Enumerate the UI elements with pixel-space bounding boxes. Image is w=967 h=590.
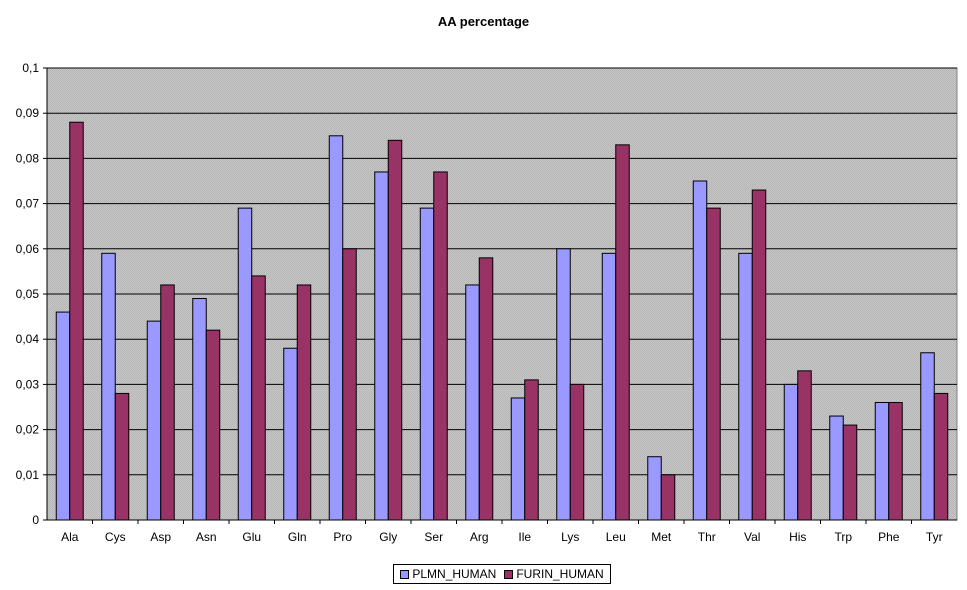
x-tick-label: Leu: [606, 530, 626, 544]
legend-label-furin: FURIN_HUMAN: [516, 567, 604, 581]
bar-furin-human-tyr: [933, 392, 949, 521]
x-tick-label: Gln: [288, 530, 307, 544]
x-tick-label: Gly: [379, 530, 397, 544]
legend-swatch-furin: [504, 569, 514, 579]
bars: [55, 121, 949, 521]
y-tick-label: 0,04: [16, 332, 40, 346]
bar-plmn-human-lys: [556, 248, 571, 521]
bar-furin-human-lys: [569, 383, 585, 521]
y-tick-label: 0,1: [22, 61, 39, 75]
bar-furin-human-met: [660, 474, 676, 521]
bar-furin-human-pro: [342, 248, 357, 521]
y-tick-label: 0,09: [16, 106, 40, 120]
y-tick-label: 0,03: [16, 377, 40, 391]
x-tick-label: Ile: [518, 530, 531, 544]
x-tick-label: Asp: [150, 530, 171, 544]
x-tick-labels: Ala Cys Asp Asn Glu Gln Pro Gly Ser Arg Ile Lys Leu M…: [61, 530, 943, 544]
x-tick-label: Ser: [424, 530, 443, 544]
bar-plmn-human-ser: [419, 207, 435, 521]
y-tick-label: 0,06: [16, 242, 40, 256]
x-tick-label: Met: [651, 530, 672, 544]
bar-furin-human-ile: [524, 379, 539, 521]
y-tick-label: 0: [32, 513, 39, 527]
bar-furin-human-gln: [296, 284, 312, 521]
bar-furin-human-arg: [478, 257, 494, 521]
x-tick-label: Phe: [878, 530, 900, 544]
bar-furin-human-ala: [69, 121, 84, 521]
x-tick-label: Val: [744, 530, 760, 544]
bar-furin-human-thr: [706, 207, 721, 521]
x-tick-label: Cys: [105, 530, 126, 544]
x-tick-label: Glu: [242, 530, 261, 544]
y-tick-label: 0,02: [16, 423, 40, 437]
bar-plmn-human-pro: [328, 135, 344, 521]
y-tick-labels: 0 0,01 0,02 0,03 0,04 0,05 0,06 0,07 0,08 0,09 0,1: [16, 61, 40, 527]
bar-plmn-human-his: [783, 383, 799, 521]
chart-title: AA percentage: [437, 14, 530, 29]
bar-plmn-human-leu: [601, 252, 617, 521]
bar-furin-human-val: [751, 189, 767, 521]
bar-furin-human-gly: [387, 139, 403, 521]
bar-plmn-human-gln: [283, 347, 298, 521]
bar-furin-human-trp: [842, 424, 858, 521]
x-tick-label: Pro: [333, 530, 352, 544]
legend-item-plmn: PLMN_HUMAN: [400, 567, 496, 581]
bar-plmn-human-arg: [465, 284, 480, 521]
bar-plmn-human-ala: [55, 311, 71, 521]
y-tick-label: 0,08: [16, 151, 40, 165]
x-tick-label: Trp: [834, 530, 852, 544]
bar-furin-human-asn: [205, 329, 221, 521]
y-tick-label: 0,01: [16, 468, 40, 482]
bar-plmn-human-thr: [692, 180, 708, 521]
bar-plmn-human-met: [647, 456, 662, 521]
y-tick-label: 0,07: [16, 197, 40, 211]
bar-plmn-human-phe: [874, 401, 890, 521]
bar-plmn-human-glu: [237, 207, 253, 521]
x-tick-label: Thr: [698, 530, 716, 544]
bar-furin-human-ser: [433, 171, 448, 521]
bar-plmn-human-trp: [829, 415, 844, 521]
bar-plmn-human-val: [738, 252, 753, 521]
bar-furin-human-leu: [615, 144, 630, 521]
bar-plmn-human-ile: [510, 397, 526, 521]
legend-label-plmn: PLMN_HUMAN: [412, 567, 497, 581]
x-tick-label: Lys: [561, 530, 579, 544]
x-tick-label: Arg: [470, 530, 489, 544]
bar-plmn-human-asn: [192, 298, 207, 521]
bar-furin-human-asp: [160, 284, 175, 521]
bar-plmn-human-asp: [146, 320, 162, 521]
bar-furin-human-his: [797, 370, 812, 521]
x-tick-label: Ala: [61, 530, 79, 544]
bar-plmn-human-gly: [374, 171, 389, 521]
axes: [46, 68, 957, 521]
bar-plmn-human-tyr: [920, 352, 935, 521]
bar-furin-human-phe: [888, 401, 903, 521]
bar-furin-human-cys: [114, 392, 130, 521]
legend: PLMN_HUMAN FURIN_HUMAN: [393, 564, 611, 584]
x-tick-label: His: [789, 530, 806, 544]
legend-item-furin: FURIN_HUMAN: [504, 567, 604, 581]
y-tick-label: 0,05: [16, 287, 40, 301]
bar-plmn-human-cys: [101, 252, 116, 521]
legend-swatch-plmn: [400, 569, 410, 579]
bar-furin-human-glu: [251, 275, 266, 521]
x-tick-label: Asn: [196, 530, 217, 544]
x-tick-label: Tyr: [926, 530, 943, 544]
